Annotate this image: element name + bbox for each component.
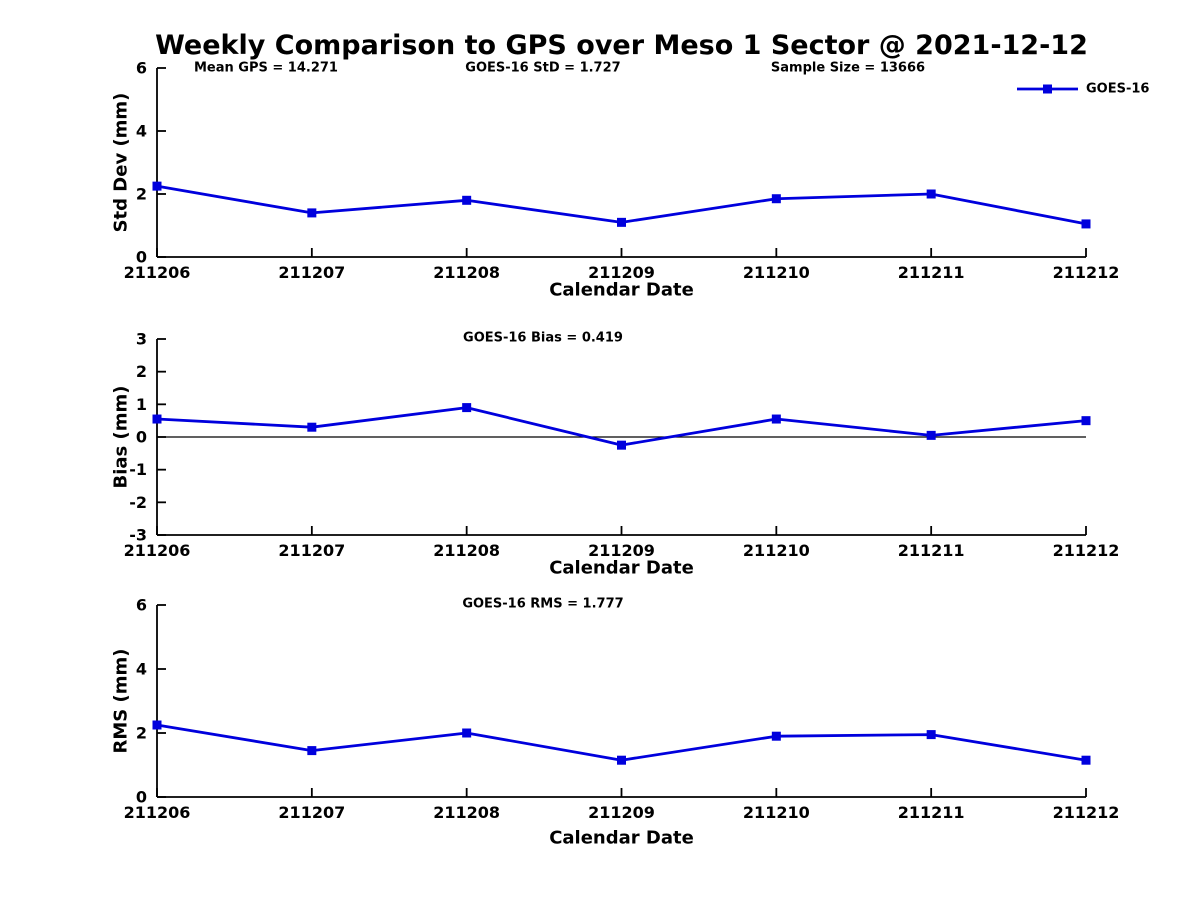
bias-x-axis-label: Calendar Date [549, 558, 694, 579]
bias-x-tick-label: 211207 [278, 541, 345, 560]
std-dev-x-tick-label: 211212 [1053, 263, 1120, 282]
rms-data-point [152, 720, 162, 730]
rms-y-tick-label: 6 [136, 596, 147, 615]
std-dev-x-tick-label: 211208 [433, 263, 500, 282]
bias-x-tick-label: 211210 [743, 541, 810, 560]
rms-y-tick-label: 4 [136, 660, 147, 679]
bias-y-tick-label: 0 [136, 428, 147, 447]
bias-data-point [926, 430, 936, 440]
std-dev-x-tick-label: 211207 [278, 263, 345, 282]
legend-label: GOES-16 [1086, 82, 1149, 97]
bias-data-point [771, 414, 781, 424]
std-dev-y-axis-label: Std Dev (mm) [111, 93, 132, 233]
rms-data-point [462, 728, 472, 738]
bias-data-point [152, 414, 162, 424]
std-dev-data-point [926, 189, 936, 199]
rms-x-tick-label: 211209 [588, 803, 655, 822]
std-dev-y-tick-label: 0 [136, 248, 147, 267]
rms-y-tick-label: 2 [136, 724, 147, 743]
bias-x-tick-label: 211208 [433, 541, 500, 560]
bias-x-tick-label: 211211 [898, 541, 965, 560]
std-dev-x-tick-label: 211209 [588, 263, 655, 282]
bias-y-tick-label: -1 [129, 460, 147, 479]
legend-marker-sample [1043, 84, 1052, 94]
bias-y-tick-label: -2 [129, 493, 147, 512]
rms-data-point [926, 730, 936, 740]
rms-data-point [307, 746, 317, 756]
std-dev-data-point [1081, 219, 1091, 229]
bias-data-point [307, 422, 317, 432]
std-dev-data-point [617, 217, 626, 227]
std-dev-x-tick-label: 211210 [743, 263, 810, 282]
bias-data-point [1081, 416, 1091, 426]
rms-y-axis-label: RMS (mm) [111, 649, 132, 754]
rms-data-point [1081, 755, 1091, 765]
rms-x-tick-label: 211212 [1053, 803, 1120, 822]
std-dev-y-tick-label: 4 [136, 122, 147, 141]
rms-x-tick-label: 211206 [124, 803, 191, 822]
figure-title: Weekly Comparison to GPS over Meso 1 Sec… [155, 30, 1088, 61]
std-dev-data-point [307, 208, 317, 218]
std-dev-x-axis-label: Calendar Date [549, 280, 694, 301]
bias-x-tick-label: 211209 [588, 541, 655, 560]
bias-data-point [617, 440, 626, 450]
std-dev-y-tick-label: 6 [136, 59, 147, 78]
rms-data-point [617, 755, 626, 765]
bias-y-tick-label: 3 [136, 330, 147, 349]
rms-x-tick-label: 211207 [278, 803, 345, 822]
bias-annotation: GOES-16 Bias = 0.419 [463, 331, 623, 346]
bias-y-tick-label: -3 [129, 526, 147, 545]
rms-x-tick-label: 211211 [898, 803, 965, 822]
rms-data-point [771, 731, 781, 741]
bias-goes16-line [155, 406, 1088, 447]
std-dev-data-point [152, 181, 162, 191]
bias-x-tick-label: 211206 [124, 541, 191, 560]
std-dev-data-point [771, 194, 781, 204]
std-dev-annotation: Mean GPS = 14.271 [194, 61, 338, 76]
std-dev-annotation: GOES-16 StD = 1.727 [465, 61, 620, 76]
std-dev-y-tick-label: 2 [136, 185, 147, 204]
std-dev-data-point [462, 195, 472, 205]
bias-y-tick-label: 1 [136, 395, 147, 414]
bias-y-tick-label: 2 [136, 362, 147, 381]
rms-x-axis-label: Calendar Date [549, 828, 694, 849]
rms-x-tick-label: 211210 [743, 803, 810, 822]
rms-x-tick-label: 211208 [433, 803, 500, 822]
rms-goes16-line [155, 723, 1088, 762]
bias-data-point [462, 403, 472, 413]
std-dev-x-tick-label: 211211 [898, 263, 965, 282]
std-dev-annotation: Sample Size = 13666 [771, 61, 925, 76]
rms-annotation: GOES-16 RMS = 1.777 [462, 597, 623, 612]
std-dev-x-tick-label: 211206 [124, 263, 191, 282]
rms-y-tick-label: 0 [136, 788, 147, 807]
bias-y-axis-label: Bias (mm) [111, 386, 132, 489]
bias-x-tick-label: 211212 [1053, 541, 1120, 560]
